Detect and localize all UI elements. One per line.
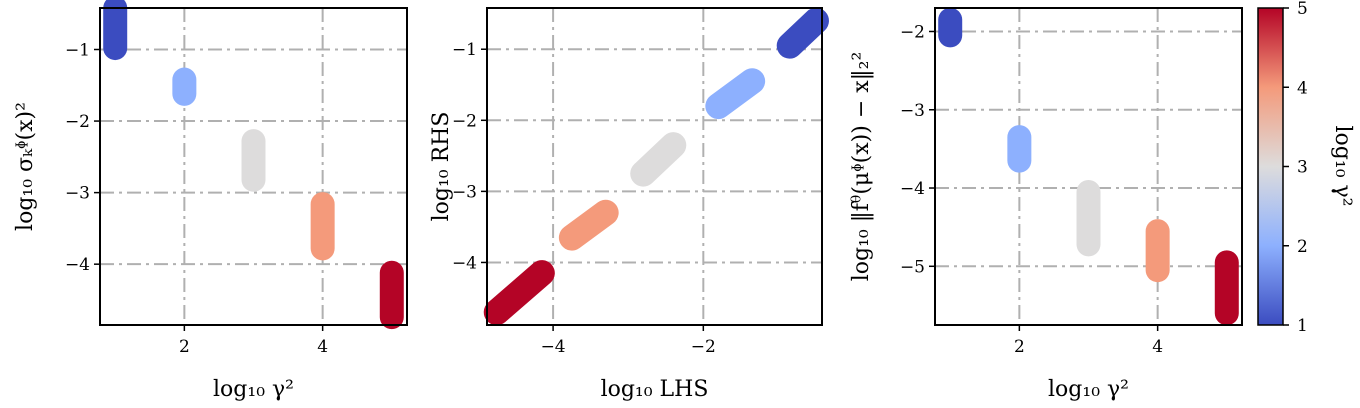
- y-tick-label: −1: [452, 40, 477, 60]
- y-tick-label: −3: [900, 101, 925, 121]
- axes-frame: [99, 7, 408, 326]
- colorbar-tick-label: 4: [1297, 78, 1308, 98]
- scatter-cluster: [630, 132, 687, 187]
- colorbar-gradient: [1257, 7, 1284, 326]
- y-axis-label: log₁₀ σₖᶲ(x)²: [13, 102, 38, 231]
- y-axis-label: log₁₀ ‖fᶿ(μᶲ(x)) − x‖₂²: [849, 52, 874, 282]
- panel-1: 2 4 −1 −2 −3 −4 log₁₀ γ² log₁₀ σₖᶲ(x)²: [13, 0, 408, 402]
- scatter-cluster: [776, 7, 829, 59]
- panel-3: 2 4 −2 −3 −4 −5 log₁₀ γ² log₁₀ ‖fᶿ(μᶲ(x)) − x‖₂…: [849, 7, 1243, 402]
- colorbar-tick-label: 2: [1297, 237, 1308, 257]
- scatter-cluster: [483, 260, 555, 326]
- y-tick-label: −1: [65, 41, 90, 61]
- colorbar-tick-label: 5: [1297, 0, 1308, 19]
- colorbar-label: log₁₀ γ²: [1330, 126, 1355, 207]
- colorbar: 1 2 3 4 5 log₁₀ γ²: [1257, 0, 1355, 336]
- y-tick-label: −5: [900, 257, 925, 277]
- y-tick-label: −3: [65, 184, 90, 204]
- y-tick-label: −2: [452, 111, 477, 131]
- axes-frame: [486, 7, 823, 326]
- x-tick-label: 2: [179, 337, 190, 357]
- x-axis-label: log₁₀ γ²: [1048, 377, 1129, 402]
- colorbar-tick-label: 1: [1297, 316, 1308, 336]
- axes-frame: [934, 7, 1243, 326]
- x-axis-label: log₁₀ γ²: [213, 377, 294, 402]
- scatter-cluster: [558, 199, 619, 251]
- x-tick-label: 4: [1152, 337, 1163, 357]
- y-tick-label: −3: [452, 182, 477, 202]
- y-tick-label: −2: [900, 22, 925, 42]
- x-axis-label: log₁₀ LHS: [601, 377, 709, 402]
- colorbar-tick-label: 3: [1297, 158, 1308, 178]
- x-tick-label: 2: [1014, 337, 1025, 357]
- y-tick-label: −4: [65, 255, 90, 275]
- panel-2: −4 −2 −1 −2 −3 −4 log₁₀ LHS log₁₀ RHS: [429, 7, 829, 402]
- colorbar-ticks: 1 2 3 4 5: [1283, 0, 1308, 336]
- scatter-cluster: [705, 68, 766, 120]
- x-tick-label: 4: [317, 337, 328, 357]
- y-tick-label: −2: [65, 112, 90, 132]
- x-tick-label: −4: [541, 337, 566, 357]
- y-tick-label: −4: [900, 179, 925, 199]
- x-tick-label: −2: [691, 337, 716, 357]
- y-axis-label: log₁₀ RHS: [429, 112, 454, 222]
- y-tick-label: −4: [452, 253, 477, 273]
